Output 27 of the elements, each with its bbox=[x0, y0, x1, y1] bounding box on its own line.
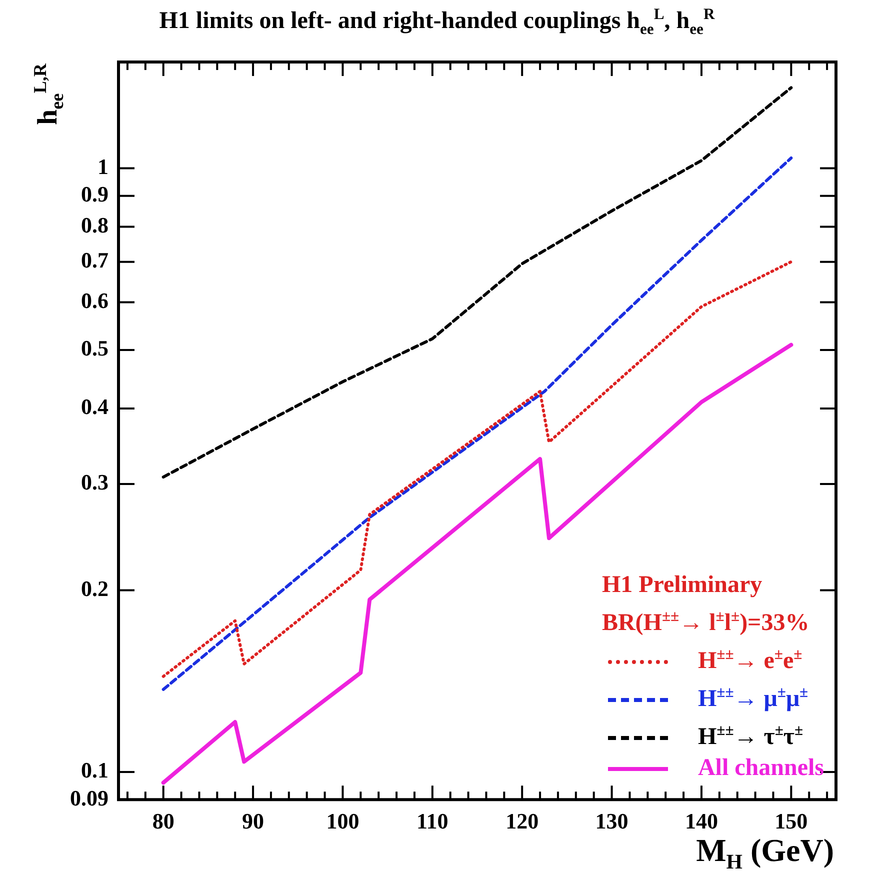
x-tick-label: 110 bbox=[416, 808, 448, 834]
legend-label: H$^{±±}$→ e$^{±}$e$^{±}$ bbox=[698, 646, 802, 674]
y-tick-label: 0.7 bbox=[81, 248, 108, 272]
x-tick-label: 90 bbox=[242, 808, 264, 834]
y-tick-label: 0.5 bbox=[81, 336, 108, 361]
y-tick-label: 0.6 bbox=[81, 288, 108, 313]
annotation: H1 Preliminary bbox=[602, 571, 764, 600]
x-axis-title: M$_{H}$ (GeV) bbox=[696, 832, 834, 874]
annotation: BR(H$^{±±}$→ l$^{±}$l$^{±}$)=33% bbox=[602, 607, 810, 638]
y-tick-label: 0.3 bbox=[81, 470, 108, 495]
x-tick-label: 130 bbox=[595, 808, 628, 834]
x-tick-label: 140 bbox=[684, 808, 718, 834]
x-tick-label: 80 bbox=[152, 808, 174, 834]
y-tick-label: 0.2 bbox=[81, 576, 108, 601]
legend-label: H$^{±±}$→ τ$^{±}$τ$^{±}$ bbox=[698, 722, 804, 750]
y-tick-label: 0.1 bbox=[81, 758, 108, 783]
legend-label: H$^{±±}$→ μ$^{±}$μ$^{±}$ bbox=[698, 684, 808, 712]
legend-label: All channels bbox=[698, 755, 824, 781]
y-tick-label: 0.09 bbox=[70, 785, 108, 810]
y-tick-label: 0.4 bbox=[81, 394, 108, 420]
y-tick-label: 1 bbox=[98, 154, 108, 179]
y-tick-label: 0.8 bbox=[81, 212, 108, 238]
y-tick-label: 0.9 bbox=[81, 182, 108, 207]
line-series bbox=[162, 86, 793, 479]
x-tick-label: 150 bbox=[774, 808, 808, 834]
x-tick-label: 100 bbox=[326, 808, 360, 834]
x-tick-label: 120 bbox=[506, 808, 539, 834]
